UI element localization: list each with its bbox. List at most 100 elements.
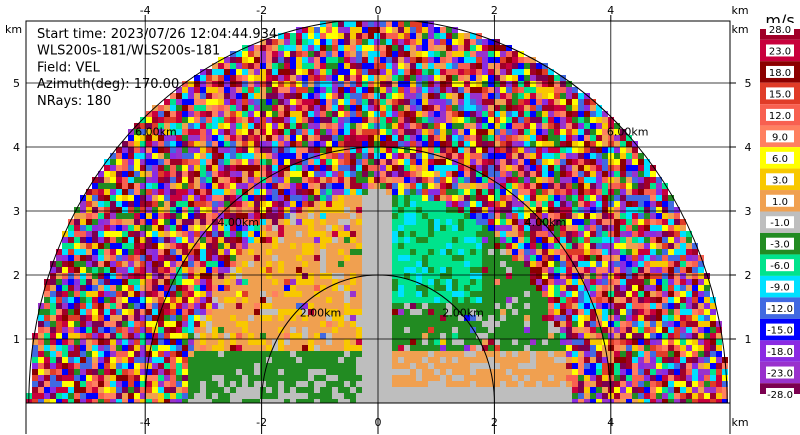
field-cell: [506, 315, 512, 321]
field-cell: [584, 165, 590, 171]
field-cell: [476, 39, 482, 45]
field-cell: [470, 291, 476, 297]
field-cell: [500, 57, 506, 63]
field-cell: [308, 225, 314, 231]
field-cell: [482, 135, 488, 141]
field-cell: [260, 69, 266, 75]
field-cell: [254, 51, 260, 57]
field-cell: [356, 165, 362, 171]
field-cell: [524, 57, 530, 63]
field-cell: [452, 171, 458, 177]
field-cell: [302, 207, 308, 213]
field-cell: [494, 315, 500, 321]
field-cell: [230, 237, 236, 243]
field-cell: [272, 195, 278, 201]
field-cell: [110, 339, 116, 345]
field-cell: [404, 315, 410, 321]
field-cell: [224, 93, 230, 99]
field-cell: [422, 261, 428, 267]
field-cell: [134, 141, 140, 147]
field-cell: [254, 45, 260, 51]
field-cell: [422, 207, 428, 213]
field-cell: [566, 273, 572, 279]
field-cell: [512, 135, 518, 141]
field-cell: [338, 105, 344, 111]
field-cell: [518, 147, 524, 153]
field-cell: [350, 99, 356, 105]
field-cell: [188, 171, 194, 177]
field-cell: [254, 225, 260, 231]
field-cell: [146, 165, 152, 171]
field-cell: [200, 69, 206, 75]
field-cell: [212, 69, 218, 75]
field-cell: [632, 147, 638, 153]
field-cell: [428, 345, 434, 351]
field-cell: [194, 195, 200, 201]
field-cell: [656, 255, 662, 261]
field-cell: [170, 219, 176, 225]
field-cell: [320, 81, 326, 87]
field-cell: [464, 213, 470, 219]
field-cell: [428, 249, 434, 255]
field-cell: [188, 129, 194, 135]
field-cell: [446, 255, 452, 261]
field-cell: [290, 135, 296, 141]
field-cell: [632, 249, 638, 255]
field-cell: [134, 279, 140, 285]
field-cell: [662, 207, 668, 213]
field-cell: [566, 117, 572, 123]
field-cell: [260, 279, 266, 285]
field-cell: [248, 123, 254, 129]
field-cell: [356, 81, 362, 87]
field-cell: [194, 219, 200, 225]
field-cell: [74, 219, 80, 225]
field-cell: [170, 333, 176, 339]
field-cell: [500, 243, 506, 249]
field-cell: [392, 237, 398, 243]
field-cell: [698, 315, 704, 321]
field-cell: [290, 225, 296, 231]
field-cell: [368, 183, 374, 189]
field-cell: [464, 345, 470, 351]
field-cell: [488, 177, 494, 183]
field-cell: [218, 231, 224, 237]
field-cell: [152, 273, 158, 279]
field-cell: [338, 63, 344, 69]
field-cell: [686, 321, 692, 327]
field-cell: [536, 171, 542, 177]
field-cell: [134, 291, 140, 297]
field-cell: [518, 345, 524, 351]
field-cell: [602, 351, 608, 357]
field-cell: [122, 213, 128, 219]
field-cell: [482, 249, 488, 255]
field-cell: [248, 255, 254, 261]
field-cell: [584, 321, 590, 327]
field-cell: [494, 135, 500, 141]
field-cell: [278, 297, 284, 303]
field-cell: [164, 129, 170, 135]
field-cell: [362, 117, 368, 123]
field-cell: [680, 315, 686, 321]
field-cell: [368, 267, 374, 273]
field-cell: [350, 297, 356, 303]
field-cell: [260, 147, 266, 153]
field-cell: [620, 267, 626, 273]
field-cell: [392, 315, 398, 321]
field-cell: [446, 105, 452, 111]
field-cell: [392, 231, 398, 237]
field-cell: [536, 147, 542, 153]
field-cell: [284, 195, 290, 201]
field-cell: [368, 261, 374, 267]
field-cell: [116, 261, 122, 267]
field-cell: [422, 183, 428, 189]
field-cell: [542, 129, 548, 135]
field-cell: [296, 303, 302, 309]
field-cell: [344, 273, 350, 279]
field-cell: [200, 333, 206, 339]
field-cell: [44, 291, 50, 297]
field-cell: [296, 111, 302, 117]
field-cell: [656, 243, 662, 249]
field-cell: [428, 87, 434, 93]
field-cell: [374, 219, 380, 225]
field-cell: [266, 291, 272, 297]
